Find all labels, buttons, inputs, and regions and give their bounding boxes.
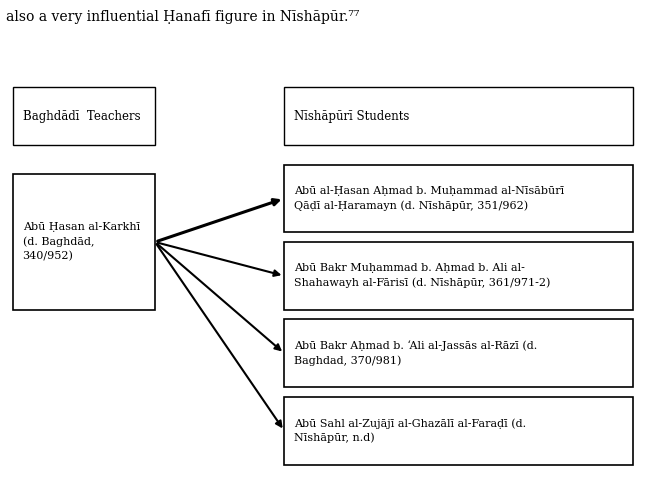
Text: Baghdādī  Teachers: Baghdādī Teachers xyxy=(23,110,140,122)
Bar xyxy=(284,165,633,232)
Bar xyxy=(13,87,155,145)
Text: Nīshāpūrī Students: Nīshāpūrī Students xyxy=(294,110,410,122)
Bar xyxy=(13,174,155,310)
Text: Abū Bakr Muḥammad b. Aḥmad b. Ali al-
Shahawayh al-Fārisī (d. Nīshāpūr, 361/971-: Abū Bakr Muḥammad b. Aḥmad b. Ali al- Sh… xyxy=(294,263,550,288)
Text: Abū Sahl al-Zujājī al-Ghazālī al-Faraḍī (d.
Nīshāpūr, n.d): Abū Sahl al-Zujājī al-Ghazālī al-Faraḍī … xyxy=(294,418,526,443)
Bar xyxy=(284,319,633,387)
Bar xyxy=(284,87,633,145)
Text: Abū Ḥasan al-Karkhī
(d. Baghdād,
340/952): Abū Ḥasan al-Karkhī (d. Baghdād, 340/952… xyxy=(23,222,140,262)
Bar xyxy=(284,242,633,310)
Text: also a very influential Ḥanafī figure in Nīshāpūr.⁷⁷: also a very influential Ḥanafī figure in… xyxy=(6,10,360,24)
Bar xyxy=(284,397,633,465)
Text: Abū al-Ḥasan Aḥmad b. Muḥammad al-Nīsābūrī
Qāḍī al-Ḥaramayn (d. Nīshāpūr, 351/96: Abū al-Ḥasan Aḥmad b. Muḥammad al-Nīsābū… xyxy=(294,186,564,211)
Text: Abū Bakr Aḥmad b. ‘Ali al-Jassās al-Rāzī (d.
Baghdad, 370/981): Abū Bakr Aḥmad b. ‘Ali al-Jassās al-Rāzī… xyxy=(294,341,537,366)
